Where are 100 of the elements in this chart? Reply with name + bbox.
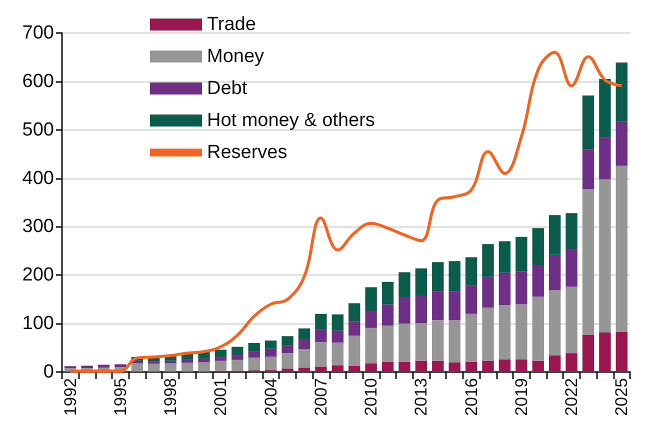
- bar: [382, 362, 394, 372]
- bar: [214, 350, 227, 357]
- bar: [315, 330, 327, 342]
- bar: [432, 320, 444, 361]
- bar: [382, 304, 394, 326]
- bar: [566, 353, 578, 372]
- x-tick-label: 2004: [261, 378, 280, 416]
- bar: [432, 360, 444, 372]
- bar: [616, 166, 628, 332]
- legend-label: Trade: [207, 14, 256, 35]
- bar: [298, 340, 310, 350]
- legend-label: Hot money & others: [207, 110, 375, 131]
- bar: [516, 304, 528, 360]
- bar: [348, 366, 360, 372]
- bar: [465, 286, 478, 314]
- bar: [599, 332, 611, 372]
- bar: [264, 348, 277, 357]
- legend-label: Debt: [207, 78, 248, 99]
- bar: [398, 296, 410, 324]
- bar: [382, 282, 394, 304]
- bar: [432, 262, 444, 292]
- x-tick-label: 2025: [612, 378, 632, 416]
- bar: [548, 290, 561, 356]
- bar: [616, 332, 628, 372]
- bar: [248, 352, 260, 358]
- y-tick-label: 500: [22, 119, 54, 140]
- bar: [582, 188, 594, 335]
- x-tick-label: 2016: [462, 378, 481, 416]
- bar: [532, 296, 544, 361]
- bar: [365, 287, 377, 310]
- bar: [498, 241, 511, 273]
- bar: [298, 349, 310, 368]
- bar: [198, 358, 210, 362]
- bar: [566, 248, 578, 287]
- bar: [382, 326, 394, 362]
- bar: [599, 179, 611, 332]
- legend-label: Reserves: [207, 142, 288, 163]
- bar: [282, 368, 294, 372]
- bar: [332, 330, 344, 342]
- x-tick-label: 1992: [60, 378, 80, 416]
- bar: [298, 328, 310, 340]
- bar: [498, 272, 511, 306]
- bar: [582, 149, 594, 189]
- bar: [432, 291, 444, 320]
- y-tick-label: 100: [22, 313, 54, 334]
- bar: [148, 361, 160, 364]
- bar: [315, 342, 327, 367]
- bar: [465, 362, 478, 372]
- bar: [448, 320, 460, 362]
- y-tick-label: 200: [22, 264, 54, 286]
- bar: [415, 323, 428, 361]
- bar: [516, 236, 528, 272]
- x-tick-label: 2007: [311, 378, 330, 416]
- bar: [214, 360, 227, 372]
- bar: [298, 368, 310, 372]
- bar: [131, 363, 144, 372]
- bar: [398, 272, 410, 296]
- bar: [264, 340, 277, 349]
- bar: [448, 291, 460, 320]
- x-tick-label: 2010: [362, 378, 381, 416]
- y-tick-label: 300: [22, 216, 54, 238]
- bar: [264, 356, 277, 370]
- bar: [548, 215, 561, 255]
- legend-label: Money: [207, 46, 265, 67]
- bar: [448, 261, 460, 292]
- y-tick-label: 600: [22, 70, 54, 92]
- bar: [599, 79, 611, 138]
- bar: [548, 254, 561, 290]
- bar: [232, 360, 244, 372]
- bar: [232, 346, 244, 356]
- bar: [532, 360, 544, 372]
- bar: [482, 360, 494, 372]
- bar: [232, 355, 244, 360]
- bar: [465, 314, 478, 362]
- bar: [98, 364, 110, 368]
- x-tick-label: 1995: [110, 378, 130, 416]
- bar: [365, 363, 377, 372]
- bar: [398, 362, 410, 372]
- bar: [582, 95, 594, 150]
- bar: [315, 366, 327, 372]
- bar: [214, 356, 227, 361]
- bar: [498, 359, 511, 372]
- bar: [282, 336, 294, 346]
- bar: [248, 342, 260, 352]
- bar: [148, 364, 160, 372]
- bar: [482, 308, 494, 361]
- bar: [616, 122, 628, 166]
- bar: [482, 244, 494, 277]
- bar: [365, 328, 377, 364]
- bar: [164, 363, 176, 372]
- x-tick-label: 1998: [161, 378, 180, 416]
- bar: [332, 342, 344, 366]
- bar: [532, 228, 544, 265]
- bar: [482, 276, 494, 308]
- x-tick-label: 2001: [211, 378, 230, 416]
- bar: [516, 359, 528, 372]
- y-tick-label: 400: [22, 168, 54, 189]
- bar: [415, 360, 428, 372]
- bar: [332, 365, 344, 372]
- bar: [282, 346, 294, 354]
